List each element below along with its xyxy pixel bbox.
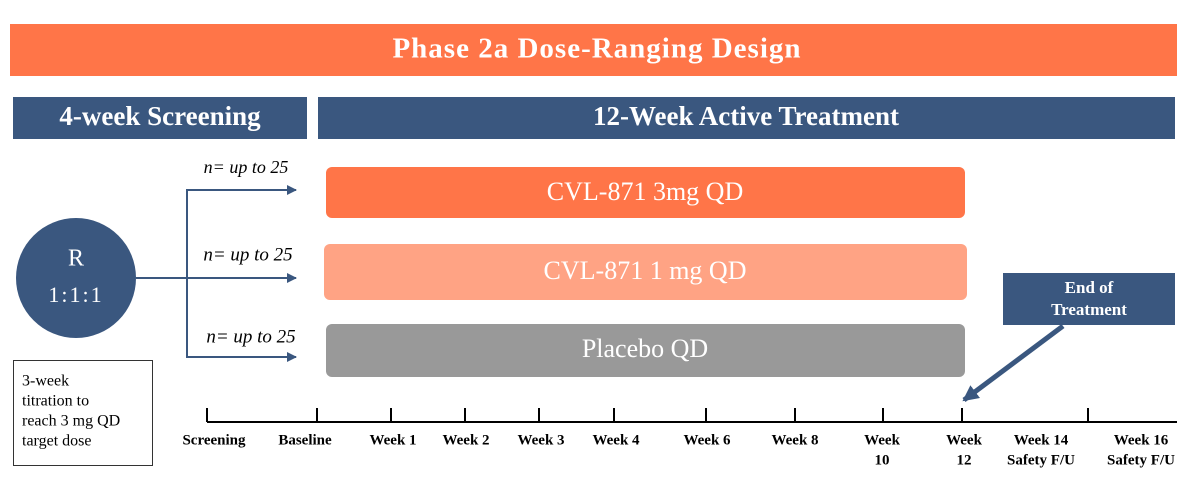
note-line: 3-week	[22, 373, 69, 390]
timeline-label: Safety F/U	[1007, 452, 1075, 468]
connectors	[136, 185, 297, 362]
arm-n: n= up to 25	[203, 244, 292, 265]
callout-arrow	[962, 323, 1065, 403]
note-box	[13, 360, 153, 466]
callout-box	[1003, 273, 1175, 325]
randomization-circle	[16, 218, 136, 338]
phase-box	[318, 97, 1175, 139]
timeline-label: Week	[864, 432, 900, 448]
note-line: reach 3 mg QD	[22, 413, 120, 430]
timeline-label: Week 16	[1114, 432, 1169, 448]
timeline-label: Week 4	[592, 432, 640, 448]
title: Phase 2a Dose-Ranging Design	[392, 33, 801, 65]
timeline: Screening Baseline Week 1 Week 2 Week 3 Week …	[182, 408, 1175, 468]
arm-bar	[326, 324, 965, 377]
timeline-label: 10	[875, 452, 890, 468]
note-line: titration to	[22, 393, 89, 410]
arm-n: n= up to 25	[206, 326, 295, 347]
arm-label: CVL-871 1 mg QD	[544, 256, 747, 285]
arm-bar	[326, 167, 965, 218]
timeline-label: Screening	[182, 432, 246, 448]
arm-label: Placebo QD	[582, 334, 708, 363]
timeline-label: Week 14	[1014, 432, 1069, 448]
arm-n: n= up to 25	[204, 157, 289, 177]
timeline-label: Week	[946, 432, 982, 448]
timeline-label: Week 1	[369, 432, 416, 448]
timeline-label: Safety F/U	[1107, 452, 1175, 468]
title-bar	[10, 24, 1177, 76]
callout-text: Treatment	[1051, 300, 1127, 319]
phase-label: 4-week Screening	[59, 101, 261, 131]
arm-label: CVL-871 3mg QD	[547, 177, 743, 206]
timeline-label: Week 6	[683, 432, 731, 448]
timeline-label: Week 8	[771, 432, 818, 448]
timeline-label: Baseline	[278, 432, 332, 448]
note: 3-week titration to reach 3 mg QD target do…	[22, 373, 120, 450]
phase-label: 12-Week Active Treatment	[593, 101, 899, 131]
randomization-label: R	[68, 246, 84, 272]
arm-bar	[324, 244, 967, 300]
callout-text: End of	[1065, 278, 1114, 297]
timeline-label: 12	[957, 452, 972, 468]
note-line: target dose	[22, 433, 91, 450]
timeline-label: Week 2	[442, 432, 489, 448]
randomization-ratio: 1:1:1	[48, 282, 103, 307]
timeline-label: Week 3	[517, 432, 564, 448]
phase-box	[13, 97, 307, 139]
